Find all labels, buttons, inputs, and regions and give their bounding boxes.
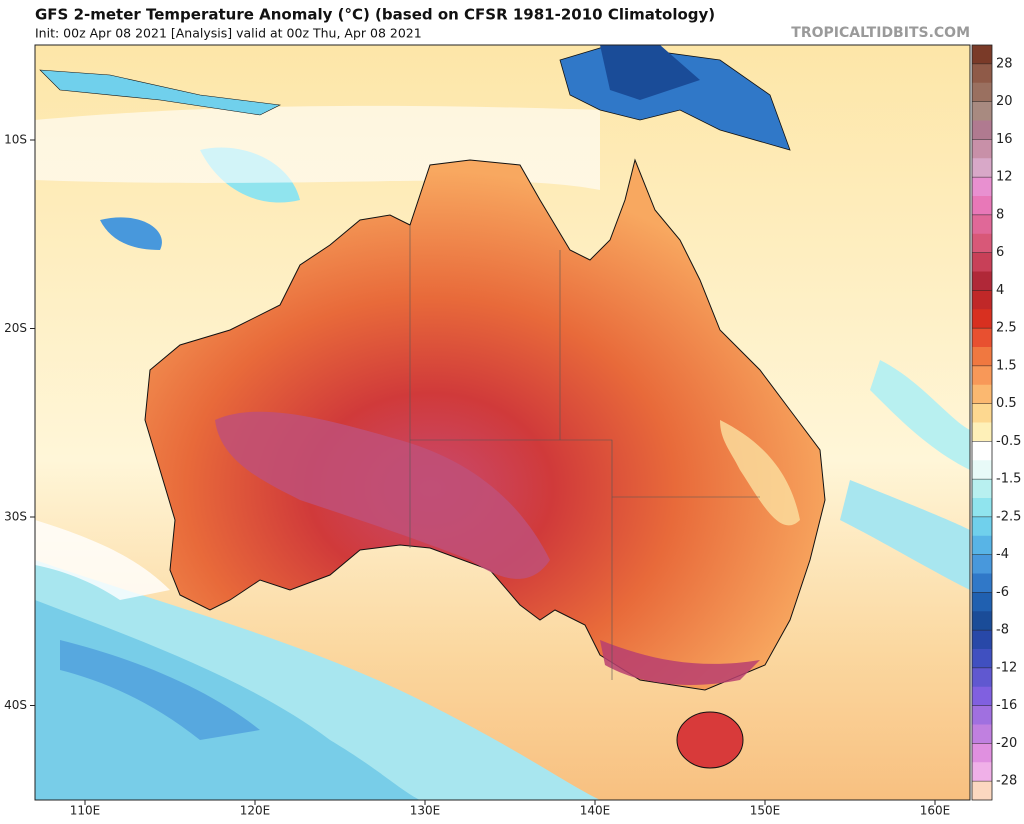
colorbar-segment [972, 233, 992, 253]
colorbar-segment [972, 743, 992, 763]
colorbar-segment [972, 309, 992, 329]
islands [39, 69, 282, 116]
colorbar-label: -28 [996, 774, 1017, 789]
colorbar-label: 0.5 [996, 396, 1017, 411]
colorbar-segment [972, 365, 992, 386]
colorbar-segment [972, 516, 992, 537]
colorbar-segment [972, 45, 992, 65]
colorbar-segment [972, 252, 992, 272]
colorbar-segment [972, 686, 992, 706]
colorbar-segment [972, 328, 992, 348]
colorbar-segment [972, 649, 992, 669]
lat-labels: 10S 20S 30S 40S [4, 133, 35, 712]
colorbar-segment [972, 498, 992, 518]
colorbar-segment [972, 63, 992, 84]
colorbar-segment [972, 573, 992, 593]
neutral-patch [35, 520, 170, 600]
state-borders [409, 225, 760, 680]
colorbar-segment [972, 196, 992, 216]
colorbar-segment [972, 120, 992, 140]
colorbar-segment [972, 347, 992, 367]
colorbar-segment [972, 271, 992, 291]
colorbar-segment [972, 139, 992, 159]
map-frame [34, 44, 971, 801]
watermark: TROPICALTIDBITS.COM [791, 25, 970, 41]
colorbar-label: -16 [996, 698, 1017, 713]
lon-label: 160E [920, 804, 951, 818]
new-guinea-cold [600, 45, 700, 100]
lon-label: 130E [410, 804, 441, 818]
colorbar-label: 4 [996, 283, 1004, 298]
australia [144, 158, 826, 691]
colorbar-segment [972, 177, 992, 197]
colorbar-segment [972, 82, 992, 102]
colorbar-segment [972, 422, 992, 442]
map-field [35, 45, 970, 800]
lon-label: 150E [750, 804, 781, 818]
colorbar-label: -20 [996, 736, 1017, 751]
cold-patch [60, 640, 260, 740]
colorbar-segment [972, 781, 992, 801]
colorbar-label: 2.5 [996, 321, 1017, 336]
colorbar-segment [972, 441, 992, 461]
colorbar-segment [972, 630, 992, 650]
colorbar-segment [972, 724, 992, 744]
lon-label: 120E [240, 804, 271, 818]
lon-labels: 110E 120E 130E 140E 150E 160E [70, 800, 951, 818]
colorbar-label: -12 [996, 660, 1017, 675]
colorbar-label: -6 [996, 585, 1009, 600]
colorbar-segment [972, 158, 992, 178]
cold-patch [100, 217, 162, 250]
colorbar-segment [972, 479, 992, 499]
colorbar-label: -4 [996, 547, 1009, 562]
colorbar-segment [972, 705, 992, 725]
cold-band [840, 480, 970, 590]
colorbar-frame [971, 44, 993, 801]
lon-label: 140E [580, 804, 611, 818]
colorbar-label: 1.5 [996, 358, 1017, 373]
mild-patch [720, 420, 800, 526]
title: GFS 2-meter Temperature Anomaly (°C) (ba… [35, 6, 715, 24]
subtitle: Init: 00z Apr 08 2021 [Analysis] valid a… [35, 26, 422, 41]
colorbar-segment [972, 762, 992, 782]
colorbar-label: -2.5 [996, 509, 1021, 524]
colorbar-segment [972, 535, 992, 555]
hot-core [215, 411, 550, 579]
lat-label: 20S [4, 321, 27, 335]
lat-label: 30S [4, 510, 27, 524]
colorbar-segment [972, 667, 992, 688]
colorbar-segment [972, 611, 992, 631]
colorbar: 28 20 16 12 8 6 4 2.5 1.5 0.5 -0.5 -1.5 -2.5 -4 -6 -8 -1… [971, 44, 1021, 801]
colorbar-label: 16 [996, 132, 1013, 147]
colorbar-label: 6 [996, 245, 1004, 260]
tasmania [676, 711, 744, 769]
colorbar-segment [972, 460, 992, 480]
lon-label: 110E [70, 804, 101, 818]
colorbar-segment [972, 384, 992, 404]
lat-label: 10S [4, 133, 27, 147]
colorbar-label: 12 [996, 170, 1013, 185]
lat-label: 40S [4, 698, 27, 712]
colorbar-label: 8 [996, 207, 1004, 222]
cold-band [870, 360, 970, 470]
colorbar-label: -0.5 [996, 434, 1021, 449]
hot-core [600, 640, 760, 685]
colorbar-segment [972, 554, 992, 574]
colorbar-segment [972, 592, 992, 612]
colorbar-label: 20 [996, 94, 1013, 109]
colorbar-segment [972, 101, 992, 121]
colorbar-label: -1.5 [996, 472, 1021, 487]
colorbar-label: 28 [996, 56, 1013, 71]
colorbar-segment [972, 214, 992, 235]
colorbar-label: -8 [996, 623, 1009, 638]
cold-band [35, 600, 420, 800]
colorbar-segment [972, 290, 992, 310]
colorbar-segment [972, 403, 992, 423]
